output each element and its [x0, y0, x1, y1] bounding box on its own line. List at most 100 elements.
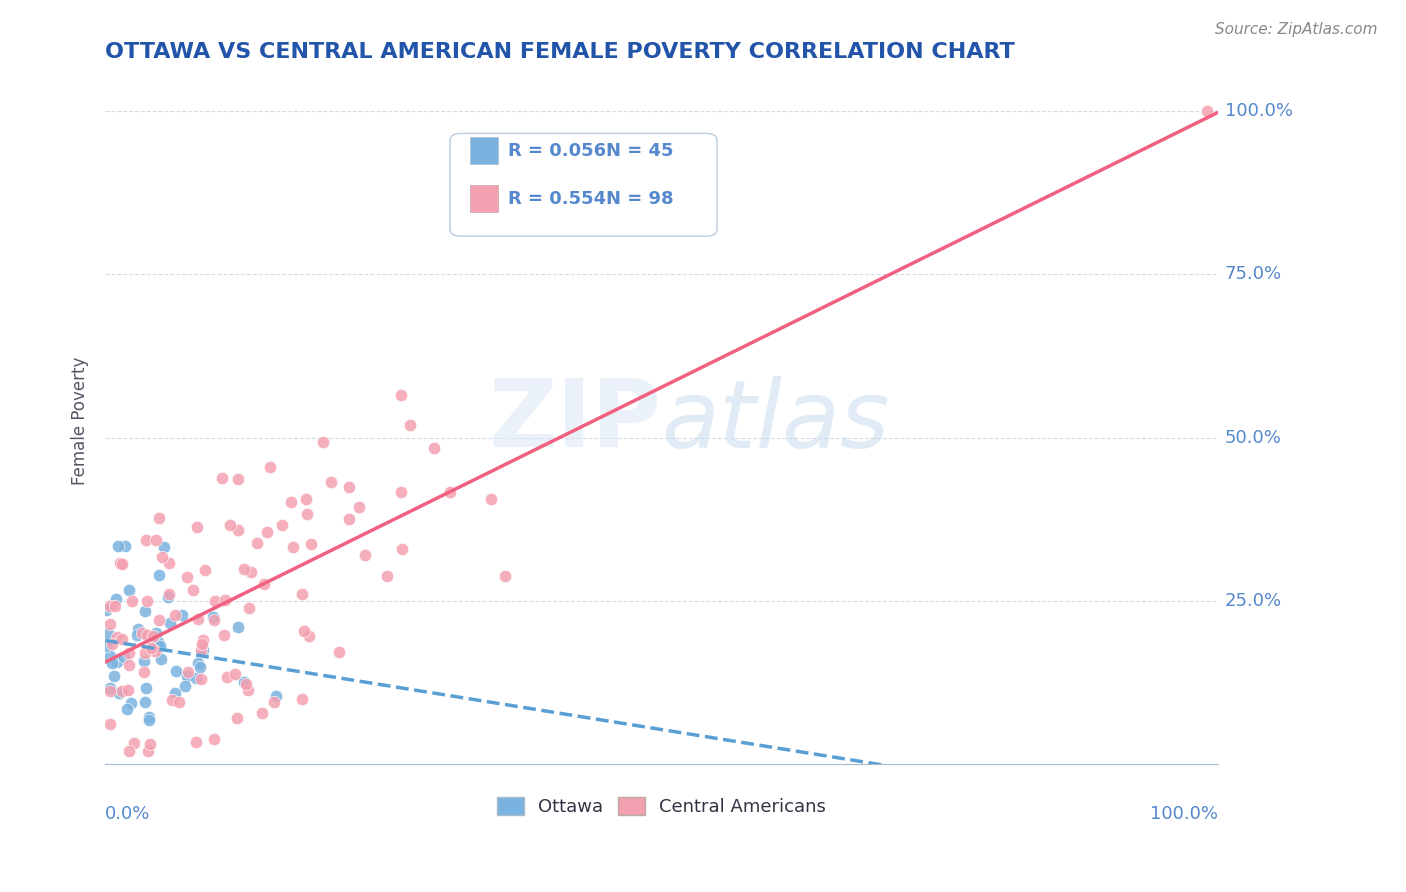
- Point: [165, 607, 187, 622]
- Point: [181, 583, 204, 598]
- Bar: [470, 136, 498, 164]
- Point: [187, 656, 209, 670]
- Point: [295, 508, 318, 522]
- Point: [215, 670, 238, 684]
- Point: [105, 630, 128, 644]
- Point: [134, 646, 156, 660]
- Point: [328, 645, 350, 659]
- Point: [142, 629, 165, 643]
- Point: [111, 557, 134, 571]
- Point: [219, 517, 242, 532]
- Point: [149, 639, 172, 653]
- Point: [100, 681, 122, 695]
- Point: [190, 642, 212, 657]
- Point: [190, 672, 212, 686]
- Point: [280, 495, 302, 509]
- Legend: Ottawa, Central Americans: Ottawa, Central Americans: [489, 789, 834, 823]
- Point: [191, 637, 214, 651]
- Point: [96, 640, 118, 654]
- Point: [152, 540, 174, 554]
- Point: [107, 540, 129, 554]
- Point: [134, 604, 156, 618]
- Point: [347, 500, 370, 514]
- Point: [193, 642, 215, 657]
- Point: [354, 548, 377, 562]
- Point: [138, 713, 160, 727]
- Point: [162, 693, 184, 707]
- FancyBboxPatch shape: [450, 134, 717, 236]
- Point: [422, 442, 444, 456]
- Point: [135, 628, 157, 642]
- Point: [156, 590, 179, 604]
- Y-axis label: Female Poverty: Female Poverty: [72, 357, 89, 485]
- Point: [312, 434, 335, 449]
- Text: N = 45: N = 45: [606, 142, 673, 160]
- Point: [135, 533, 157, 548]
- Point: [98, 716, 121, 731]
- Point: [186, 672, 208, 686]
- Point: [148, 511, 170, 525]
- Point: [184, 735, 207, 749]
- Point: [246, 536, 269, 550]
- Point: [141, 640, 163, 655]
- Text: Source: ZipAtlas.com: Source: ZipAtlas.com: [1215, 22, 1378, 37]
- Point: [163, 686, 186, 700]
- Point: [233, 562, 256, 576]
- Text: OTTAWA VS CENTRAL AMERICAN FEMALE POVERTY CORRELATION CHART: OTTAWA VS CENTRAL AMERICAN FEMALE POVERT…: [105, 42, 1015, 62]
- Point: [238, 683, 260, 698]
- Point: [1195, 104, 1218, 119]
- Point: [111, 632, 134, 647]
- Point: [122, 736, 145, 750]
- Point: [143, 644, 166, 658]
- Point: [117, 683, 139, 698]
- Text: ZIP: ZIP: [488, 376, 661, 467]
- Point: [253, 576, 276, 591]
- Point: [127, 622, 149, 636]
- Point: [176, 569, 198, 583]
- Point: [337, 512, 360, 526]
- Point: [107, 656, 129, 670]
- Point: [96, 602, 118, 616]
- Point: [186, 519, 208, 533]
- Point: [97, 625, 120, 640]
- Text: atlas: atlas: [661, 376, 890, 467]
- Point: [240, 565, 263, 579]
- Point: [104, 591, 127, 606]
- Point: [145, 533, 167, 547]
- Text: 75.0%: 75.0%: [1225, 266, 1282, 284]
- Point: [283, 540, 305, 554]
- Point: [131, 626, 153, 640]
- Point: [211, 471, 233, 485]
- Point: [98, 599, 121, 614]
- Point: [148, 613, 170, 627]
- Point: [167, 695, 190, 709]
- Point: [339, 480, 361, 494]
- Point: [479, 491, 502, 506]
- Point: [157, 587, 180, 601]
- Point: [226, 620, 249, 634]
- Point: [148, 568, 170, 582]
- Point: [225, 711, 247, 725]
- Point: [115, 702, 138, 716]
- Point: [98, 684, 121, 698]
- Point: [194, 563, 217, 577]
- Point: [389, 484, 412, 499]
- Point: [375, 569, 398, 583]
- Point: [439, 484, 461, 499]
- Point: [235, 677, 257, 691]
- Text: 25.0%: 25.0%: [1225, 591, 1282, 609]
- Point: [118, 744, 141, 758]
- Point: [150, 652, 173, 666]
- Point: [259, 459, 281, 474]
- Point: [252, 706, 274, 721]
- Point: [118, 582, 141, 597]
- Point: [233, 675, 256, 690]
- Text: 50.0%: 50.0%: [1225, 428, 1281, 447]
- Point: [145, 625, 167, 640]
- Text: R = 0.554: R = 0.554: [508, 189, 606, 208]
- Point: [108, 686, 131, 700]
- Point: [214, 593, 236, 607]
- Point: [263, 695, 285, 709]
- Point: [135, 681, 157, 696]
- Point: [202, 609, 225, 624]
